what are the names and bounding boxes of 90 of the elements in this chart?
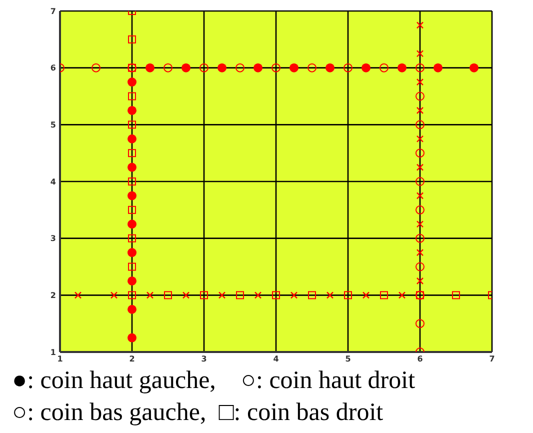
point	[128, 206, 136, 214]
point	[380, 63, 388, 72]
point	[182, 63, 190, 72]
point	[416, 177, 424, 186]
point	[182, 292, 190, 299]
y-tick-label: 2	[50, 291, 56, 300]
point	[416, 106, 424, 114]
point	[128, 248, 136, 258]
point	[416, 248, 424, 256]
text: ●: coin haut gauche, ○: coin haut droit	[12, 366, 416, 396]
point	[416, 135, 424, 142]
point	[272, 63, 280, 72]
x-tick-label: 7	[489, 354, 495, 364]
point	[146, 292, 154, 299]
point	[146, 63, 154, 72]
point	[470, 63, 478, 72]
point	[398, 292, 406, 299]
point	[128, 134, 136, 144]
point	[416, 50, 424, 58]
point	[128, 162, 136, 172]
point	[200, 63, 208, 72]
point	[416, 78, 424, 86]
point	[254, 292, 262, 299]
point	[272, 291, 280, 300]
point	[164, 63, 172, 72]
point	[416, 63, 424, 72]
point	[362, 63, 370, 72]
x-tick-label: 4	[273, 354, 280, 364]
point	[344, 63, 352, 72]
point	[416, 22, 424, 29]
point	[416, 92, 424, 101]
x-tick-label: 1	[57, 354, 64, 364]
y-tick-label: 7	[50, 6, 56, 16]
y-tick-label: 3	[50, 234, 56, 244]
point	[128, 92, 136, 100]
point	[128, 220, 136, 229]
text: ○: coin bas gauche, □: coin bas droit	[12, 398, 384, 428]
point	[128, 191, 136, 200]
x-tick-label: 5	[345, 354, 352, 364]
point	[416, 319, 424, 328]
point	[326, 63, 334, 72]
point	[164, 291, 172, 300]
point	[128, 276, 136, 286]
point	[236, 291, 244, 300]
point	[74, 292, 82, 299]
point	[128, 333, 136, 342]
point	[110, 292, 118, 299]
x-tick-label: 2	[129, 354, 135, 364]
y-tick-label: 1	[50, 348, 56, 357]
point	[416, 234, 424, 243]
point	[434, 63, 442, 72]
y-tick-label: 6	[50, 64, 56, 73]
point	[236, 63, 244, 72]
point	[290, 292, 298, 299]
point	[128, 234, 136, 242]
point	[218, 292, 226, 299]
point	[128, 178, 136, 186]
point	[128, 149, 136, 158]
x-tick-label: 3	[201, 354, 207, 364]
point	[128, 120, 136, 129]
point	[218, 63, 226, 72]
y-tick-label: 5	[50, 120, 56, 130]
point	[452, 291, 460, 300]
y-tick-label: 4	[50, 177, 56, 186]
point	[416, 262, 424, 272]
point	[128, 304, 136, 314]
point	[416, 277, 424, 285]
point	[128, 78, 136, 87]
point	[344, 291, 352, 300]
point	[416, 148, 424, 158]
point	[308, 291, 316, 300]
point	[128, 291, 136, 300]
point	[416, 205, 424, 214]
point	[128, 262, 136, 271]
point	[416, 220, 424, 228]
point	[290, 63, 298, 72]
point	[254, 63, 262, 72]
point	[416, 120, 424, 130]
point	[380, 291, 388, 300]
point	[128, 35, 136, 44]
point	[308, 63, 316, 72]
point	[416, 192, 424, 200]
point	[362, 292, 370, 299]
point	[326, 292, 334, 299]
point	[92, 63, 100, 72]
point	[416, 164, 424, 171]
point	[128, 106, 136, 115]
point	[398, 63, 406, 72]
x-tick-label: 6	[417, 354, 424, 364]
point	[200, 291, 208, 300]
